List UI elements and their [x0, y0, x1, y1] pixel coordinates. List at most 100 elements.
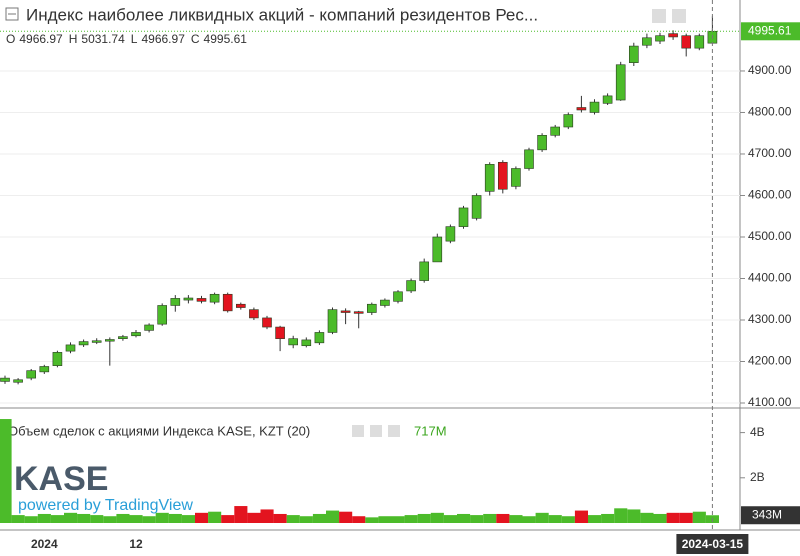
volume-bar [77, 513, 91, 523]
candle-body [131, 332, 141, 337]
volume-bar [417, 513, 431, 523]
volume-bar [129, 515, 143, 523]
volume-bar [50, 515, 64, 523]
candle-body [262, 317, 272, 328]
candle-body [39, 366, 50, 373]
candle-body [105, 339, 115, 342]
volume-icon[interactable] [370, 425, 382, 437]
candle-body [65, 344, 76, 352]
candle-body [366, 303, 377, 313]
candle-body [301, 339, 312, 347]
volume-title: Объем сделок с акциями Индекса KASE, KZT… [8, 423, 310, 438]
volume-bar [142, 516, 156, 523]
candle-body [694, 35, 705, 49]
y-tick-label: 4B [750, 425, 765, 439]
volume-bar [653, 513, 667, 523]
x-tick-label: 2024 [31, 537, 58, 551]
volume-bar [548, 515, 562, 523]
volume-bar [11, 515, 25, 523]
ohlc-value: 5031.74 [81, 32, 125, 46]
y-tick-label: 4600.00 [748, 188, 792, 202]
ohlc-value: 4966.97 [141, 32, 185, 46]
candle-body [157, 305, 167, 325]
candle-body [655, 35, 665, 42]
candle-body [52, 352, 63, 366]
volume-icon[interactable] [388, 425, 400, 437]
x-tick-label: 2024-03-15 [682, 537, 744, 551]
volume-bar [221, 515, 235, 523]
volume-bar [247, 512, 261, 523]
candle-body [432, 236, 443, 263]
crosshair-label-box [676, 534, 749, 554]
volume-bar [64, 512, 78, 523]
candle-body [445, 226, 456, 242]
candle-body [537, 135, 547, 151]
candle-body [0, 377, 10, 382]
y-tick-label: 4800.00 [748, 105, 792, 119]
volume-bar [627, 509, 641, 523]
volume-bar [339, 511, 353, 523]
volume-bar [116, 513, 130, 523]
volume-bar [286, 515, 300, 523]
candle-body [524, 149, 534, 169]
volume-bar [90, 515, 104, 523]
volume-bar [601, 513, 615, 523]
ohlc-value: 4995.61 [204, 32, 248, 46]
candle-body [144, 324, 154, 331]
logo: KASE [14, 460, 108, 498]
volume-bar [181, 515, 195, 523]
volume-bar [679, 512, 693, 523]
volume-bar [666, 512, 680, 523]
last-price-label: 4995.61 [748, 23, 792, 37]
last-volume-box [741, 506, 800, 525]
volume-bar [457, 513, 471, 523]
candle-body [406, 280, 416, 292]
candle-body [642, 37, 652, 46]
volume-bar [640, 512, 654, 523]
y-tick-label: 2B [750, 470, 765, 484]
candle-body [589, 101, 600, 113]
chart-title: Индекс наиболее ликвидных акций - компан… [26, 5, 538, 24]
y-tick-label: 4400.00 [748, 271, 792, 285]
last-price-box [741, 22, 800, 41]
volume-bar [561, 516, 575, 523]
volume-bar [430, 512, 444, 523]
candle-body [314, 332, 325, 344]
credit: powered by TradingView [18, 497, 193, 514]
candle-body [170, 298, 181, 306]
volume-bar [37, 513, 51, 523]
candle-body [26, 370, 37, 379]
candle-body [13, 379, 23, 383]
candle-body [275, 326, 285, 339]
volume-bar [535, 512, 549, 523]
candle-body [576, 107, 587, 111]
ohlc-value: 4966.97 [19, 32, 63, 46]
volume-icon[interactable] [352, 425, 364, 437]
volume-bar [483, 513, 497, 523]
candle-body [563, 114, 574, 128]
candle-body [222, 293, 233, 312]
volume-bar [24, 516, 38, 523]
settings-icon[interactable] [652, 9, 666, 23]
candle-body [118, 336, 128, 339]
volume-bar [155, 512, 169, 523]
y-tick-label: 4100.00 [748, 395, 792, 409]
volume-bar [574, 510, 588, 523]
y-tick-label: 4300.00 [748, 312, 792, 326]
y-tick-label: 4200.00 [748, 354, 792, 368]
volume-bar [470, 515, 484, 523]
candle-body [419, 261, 430, 281]
volume-bar [404, 515, 418, 523]
volume-bar [208, 511, 222, 523]
volume-bar [273, 513, 287, 523]
settings-icon[interactable] [672, 9, 686, 23]
last-volume-label: 343M [752, 507, 782, 521]
volume-bar [352, 516, 366, 523]
collapse-icon[interactable] [5, 7, 19, 21]
candle-body [458, 207, 469, 227]
candle-body [668, 33, 678, 38]
volume-bar [378, 516, 392, 523]
candle-body [484, 164, 495, 192]
volume-bar [614, 508, 628, 523]
